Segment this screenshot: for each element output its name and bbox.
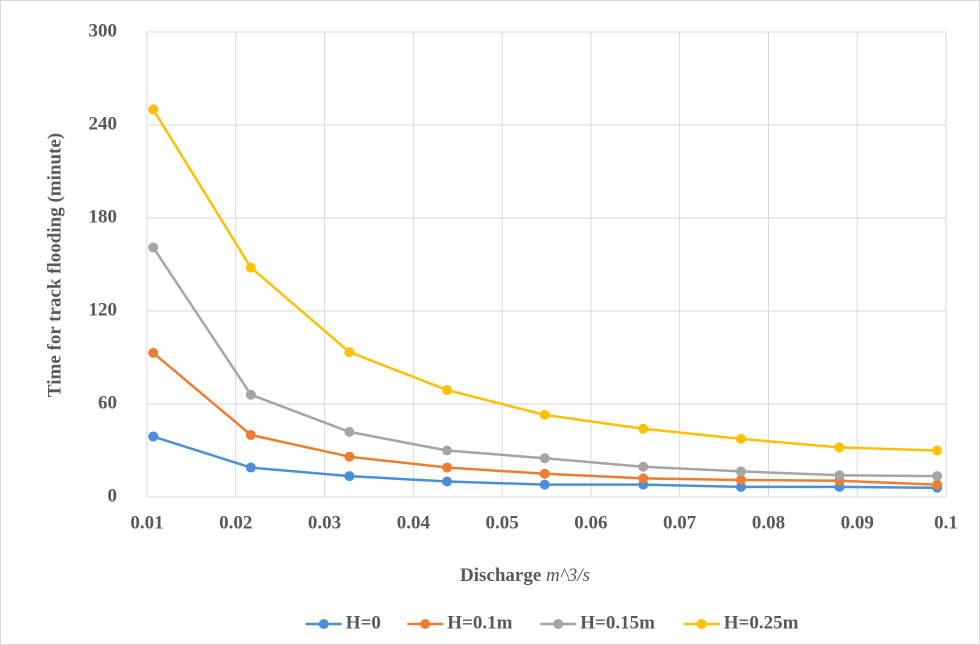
legend-label: H=0.15m (580, 612, 655, 633)
y-tick-label: 180 (89, 206, 118, 227)
y-tick-label: 60 (98, 392, 117, 413)
legend-label: H=0.1m (447, 612, 512, 633)
data-point (638, 461, 649, 472)
data-point (735, 466, 746, 477)
data-point (344, 471, 355, 482)
x-tick-label: 0.08 (752, 512, 785, 533)
data-point (735, 433, 746, 444)
x-tick-label: 0.09 (841, 512, 874, 533)
x-tick-label: 0.04 (397, 512, 431, 533)
data-point (735, 481, 746, 492)
data-point (245, 430, 256, 440)
data-point (834, 470, 845, 481)
data-point (245, 462, 256, 473)
legend-swatch-marker (318, 619, 329, 629)
legend-swatch-marker (553, 619, 564, 629)
data-point (932, 445, 943, 456)
x-tick-label: 0.05 (485, 512, 518, 533)
data-point (539, 468, 550, 479)
x-tick-label: 0.02 (219, 512, 252, 533)
data-point (442, 385, 453, 396)
y-axis-label: Time for track flooding (minute) (44, 133, 65, 397)
data-point (442, 462, 453, 473)
data-point (344, 426, 355, 437)
data-point (148, 104, 159, 115)
legend-item: H=0.1m (407, 612, 513, 633)
data-point (638, 473, 649, 484)
data-point (932, 479, 943, 490)
y-tick-label: 120 (89, 299, 118, 320)
data-point (344, 451, 355, 462)
y-tick-label: 240 (89, 113, 118, 134)
data-point (539, 479, 550, 490)
data-point (245, 389, 256, 400)
data-point (834, 442, 845, 453)
data-point (148, 431, 159, 442)
x-axis-label-unit: m^3/s (546, 565, 590, 586)
data-point (344, 347, 355, 358)
data-point (735, 474, 746, 485)
legend-item: H=0.15m (540, 612, 655, 633)
data-point (932, 471, 943, 482)
legend-item: H=0.25m (683, 612, 799, 633)
data-point (539, 453, 550, 464)
x-tick-label: 0.01 (130, 512, 163, 533)
legend-swatch-marker (420, 619, 431, 629)
data-point (245, 262, 256, 273)
data-point (148, 347, 159, 358)
y-tick-label: 300 (89, 20, 118, 41)
x-axis-label: Discharge m^3/s (460, 565, 590, 586)
x-tick-label: 0.06 (574, 512, 607, 533)
data-point (148, 242, 159, 253)
x-tick-label: 0.07 (663, 512, 697, 533)
data-point (442, 445, 453, 456)
legend-swatch-marker (696, 619, 707, 629)
data-point (638, 423, 649, 434)
data-point (442, 476, 453, 487)
x-tick-label: 0.1 (934, 512, 958, 533)
y-tick-label: 0 (108, 485, 118, 506)
legend-label: H=0.25m (724, 612, 799, 633)
data-point (539, 409, 550, 420)
x-tick-label: 0.03 (308, 512, 341, 533)
legend-label: H=0 (346, 612, 381, 633)
x-axis-label-text: Discharge (460, 565, 541, 586)
legend-item: H=0 (305, 612, 381, 633)
